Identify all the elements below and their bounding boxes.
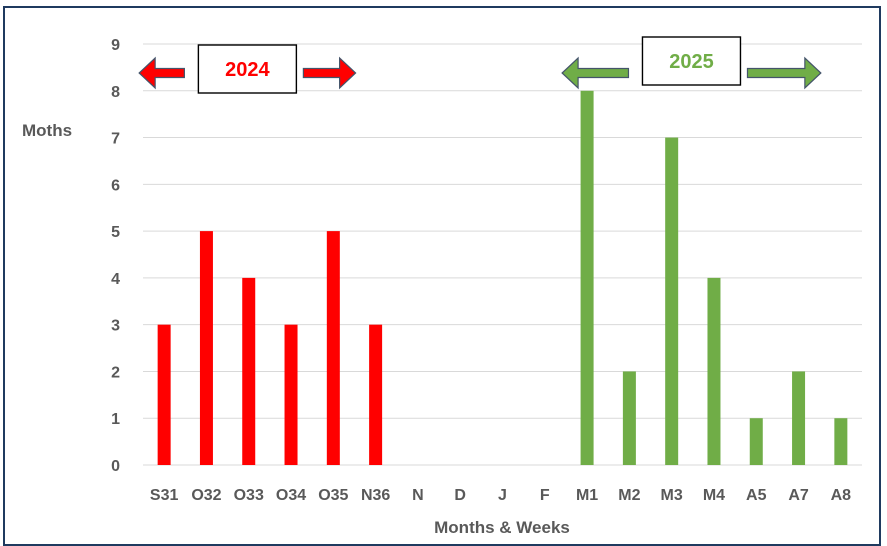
y-tick-label: 2 <box>111 364 120 381</box>
x-tick-label: O35 <box>318 487 348 504</box>
arrow-icon <box>302 56 357 90</box>
bar-s31 <box>157 324 171 465</box>
chart-frame <box>3 6 881 546</box>
bar-m3 <box>665 137 679 466</box>
arrow-icon <box>746 56 822 90</box>
x-tick-label: J <box>498 487 507 504</box>
x-tick-label: M3 <box>661 487 683 504</box>
x-tick-label: M2 <box>618 487 640 504</box>
x-tick-label: O34 <box>276 487 306 504</box>
bar-a7 <box>792 371 806 465</box>
bar-a8 <box>834 418 848 465</box>
year-box <box>641 36 742 86</box>
bar-m2 <box>622 371 636 465</box>
x-tick-label: M1 <box>576 487 598 504</box>
x-tick-label: M4 <box>703 487 725 504</box>
bar-o33 <box>242 277 256 465</box>
x-axis-ticks: S31 O32 O33 O34 O35 N36 N D J F M1 M2 M3 M4 A5 A7 A8 <box>150 487 851 504</box>
y-tick-label: 1 <box>111 411 120 428</box>
bars <box>157 90 848 466</box>
x-axis-title: Months & Weeks <box>434 518 570 537</box>
x-tick-label: O32 <box>191 487 221 504</box>
y-axis-ticks: 0 1 2 3 4 5 6 7 8 9 <box>111 37 120 475</box>
bar-m1 <box>580 90 594 466</box>
x-tick-label: N <box>412 487 424 504</box>
x-tick-label: A5 <box>746 487 767 504</box>
y-tick-label: 0 <box>111 458 120 475</box>
y-tick-label: 4 <box>111 271 120 288</box>
arrow-icon <box>561 56 630 90</box>
bar-a5 <box>749 418 763 465</box>
y-tick-label: 6 <box>111 177 120 194</box>
bar-o35 <box>326 231 340 465</box>
bar-o34 <box>284 324 298 465</box>
x-tick-label: O33 <box>234 487 264 504</box>
bar-o32 <box>199 231 213 465</box>
y-tick-label: 8 <box>111 84 120 101</box>
y-tick-label: 3 <box>111 318 120 335</box>
year-annotations: 2024 2025 <box>138 36 822 94</box>
x-tick-label: F <box>540 487 550 504</box>
year-label: 2025 <box>669 51 714 73</box>
bar-n36 <box>369 324 383 465</box>
y-tick-label: 9 <box>111 37 120 54</box>
bar-m4 <box>707 277 721 465</box>
x-tick-label: S31 <box>150 487 179 504</box>
year-label: 2024 <box>225 59 270 81</box>
arrow-icon <box>138 56 185 90</box>
x-tick-label: A8 <box>831 487 852 504</box>
y-tick-label: 7 <box>111 131 120 148</box>
y-axis-title: Moths <box>22 121 72 140</box>
x-tick-label: N36 <box>361 487 390 504</box>
x-tick-label: A7 <box>788 487 809 504</box>
y-tick-label: 5 <box>111 224 120 241</box>
year-box <box>197 44 298 94</box>
x-tick-label: D <box>454 487 466 504</box>
